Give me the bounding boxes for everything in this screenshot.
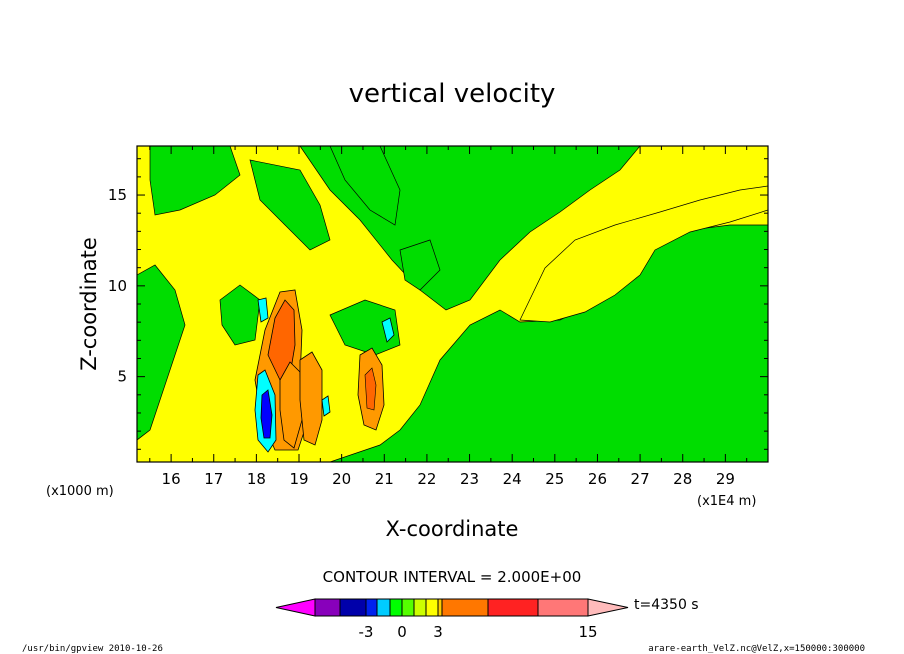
contour-region-green-7 xyxy=(399,239,441,291)
x-tick-label: 22 xyxy=(417,470,436,488)
x-tick-label: 19 xyxy=(289,470,308,488)
colorbar-segment xyxy=(537,598,589,617)
colorbar-segment xyxy=(441,598,489,617)
time-label: t=4350 s xyxy=(634,597,699,613)
x-tick-label: 26 xyxy=(588,470,607,488)
colorbar-label: -3 xyxy=(359,623,374,641)
colorbar-segment xyxy=(425,598,439,617)
y-unit-label: (x1000 m) xyxy=(46,484,114,499)
x-tick-label: 28 xyxy=(673,470,692,488)
x-tick-label: 17 xyxy=(204,470,223,488)
x-tick-label: 29 xyxy=(716,470,735,488)
contour-region-cyan-3 xyxy=(381,317,395,343)
contour-region-green-2 xyxy=(249,159,331,251)
colorbar-segment xyxy=(365,598,378,617)
x-tick-label: 20 xyxy=(332,470,351,488)
contour-region-cyan-2 xyxy=(257,297,269,323)
contour-region-orange-4-core xyxy=(364,367,377,411)
contour-region-orange-2 xyxy=(279,361,303,449)
x-tick-label: 24 xyxy=(503,470,522,488)
colorbar-labels: -3 0 3 15 xyxy=(359,623,598,641)
y-tick-label: 5 xyxy=(117,368,127,386)
colorbar-segment xyxy=(437,598,443,617)
contour-region-green-6 xyxy=(329,299,401,356)
x-tick-label: 18 xyxy=(247,470,266,488)
colorbar-label: 0 xyxy=(397,623,407,641)
contour-region-green-1 xyxy=(149,146,241,216)
x-axis: 16 17 18 19 20 21 22 23 24 25 26 27 28 29 xyxy=(149,146,748,488)
plot-area xyxy=(137,146,768,462)
x-tick-label: 25 xyxy=(545,470,564,488)
x-unit-label: (x1E4 m) xyxy=(697,494,756,509)
colorbar-segment xyxy=(314,598,341,617)
colorbar-left-arrow xyxy=(275,598,316,617)
contour-region-green-4 xyxy=(137,264,186,441)
x-axis-label: X-coordinate xyxy=(386,517,519,541)
contour-region-orange-3 xyxy=(299,351,323,446)
contour-region-green-3 xyxy=(329,146,401,226)
footer-left: /usr/bin/gpview 2010-10-26 xyxy=(22,644,163,654)
y-axis: 5 10 15 xyxy=(108,158,768,450)
colorbar-segment xyxy=(339,598,367,617)
y-axis-label: Z-coordinate xyxy=(77,237,101,371)
y-tick-label: 15 xyxy=(108,186,127,204)
contour-region-blue-1 xyxy=(260,389,273,439)
colorbar-right-arrow xyxy=(587,598,629,617)
colorbar-segment xyxy=(376,598,391,617)
contour-region-yellow-right xyxy=(519,185,768,323)
colorbar-segment xyxy=(401,598,415,617)
x-tick-label: 23 xyxy=(460,470,479,488)
contour-region-cyan-4 xyxy=(321,395,331,417)
contour-interval: CONTOUR INTERVAL = 2.000E+00 xyxy=(323,568,582,586)
x-tick-label: 16 xyxy=(162,470,181,488)
y-tick-label: 10 xyxy=(108,277,127,295)
x-tick-label: 27 xyxy=(631,470,650,488)
colorbar-segment xyxy=(389,598,403,617)
colorbar-label: 3 xyxy=(433,623,443,641)
colorbar-label: 15 xyxy=(578,623,597,641)
contour-region-green-5 xyxy=(219,284,261,346)
colorbar-segment xyxy=(487,598,539,617)
footer-right: arare-earth_VelZ.nc@VelZ,x=150000:300000 xyxy=(648,644,865,654)
colorbar xyxy=(275,598,629,617)
colorbar-segment xyxy=(413,598,427,617)
x-tick-label: 21 xyxy=(375,470,394,488)
chart-title: vertical velocity xyxy=(349,79,556,109)
